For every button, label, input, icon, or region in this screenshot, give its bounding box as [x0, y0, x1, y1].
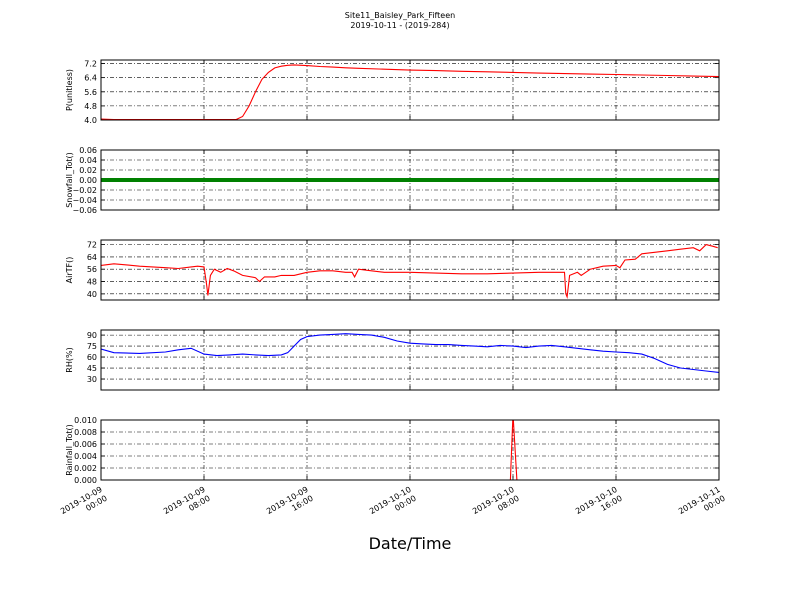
y-tick-label: 0.00 — [79, 176, 97, 185]
y-axis-label: P(unitless) — [65, 69, 74, 111]
y-tick-label: 4.8 — [84, 102, 97, 111]
series-line — [101, 243, 718, 300]
y-tick-label: 0.000 — [74, 476, 97, 485]
y-tick-label: 5.6 — [84, 88, 97, 97]
y-tick-label: 4.0 — [84, 116, 97, 125]
y-tick-label: 75 — [87, 342, 97, 351]
y-axis-label: Snowfall_Tot() — [65, 152, 74, 208]
panel-frame — [100, 59, 720, 121]
y-tick-label: −0.04 — [72, 196, 97, 205]
y-tick-label: 48 — [87, 278, 97, 287]
y-tick-label: 0.04 — [79, 156, 97, 165]
y-tick-label: 7.2 — [84, 60, 97, 69]
y-tick-label: 0.006 — [74, 440, 97, 449]
panel-frame — [100, 149, 720, 211]
y-tick-label: −0.06 — [72, 206, 97, 215]
y-tick-label: 6.4 — [84, 74, 97, 83]
y-tick-label: 72 — [87, 241, 97, 250]
y-tick-label: −0.02 — [72, 186, 97, 195]
y-tick-label: 56 — [87, 265, 97, 274]
y-tick-label: 90 — [87, 331, 97, 340]
y-tick-label: 0.02 — [79, 166, 97, 175]
x-axis-label: Date/Time — [368, 534, 452, 553]
y-tick-label: 0.010 — [74, 416, 97, 425]
y-tick-label: 45 — [87, 364, 97, 373]
y-tick-label: 40 — [87, 290, 97, 299]
y-tick-label: 0.06 — [79, 146, 97, 155]
y-tick-label: 0.004 — [74, 452, 97, 461]
panel-frame — [100, 239, 720, 301]
y-tick-label: 0.002 — [74, 464, 97, 473]
y-tick-label: 0.008 — [74, 428, 97, 437]
y-axis-label: Rainfall_Tot() — [65, 424, 74, 476]
y-tick-label: 30 — [87, 375, 97, 384]
chart-subtitle: 2019-10-11 - (2019-284) — [350, 21, 450, 30]
series-line — [101, 64, 719, 120]
y-axis-label: RH(%) — [65, 347, 74, 372]
series-line — [101, 333, 719, 373]
y-tick-label: 64 — [87, 253, 97, 262]
y-tick-label: 60 — [87, 353, 97, 362]
y-axis-label: AirTF() — [65, 257, 74, 284]
chart-title: Site11_Baisley_Park_Fifteen — [344, 11, 456, 20]
panel-frame — [100, 329, 720, 391]
panel-frame — [100, 419, 720, 481]
